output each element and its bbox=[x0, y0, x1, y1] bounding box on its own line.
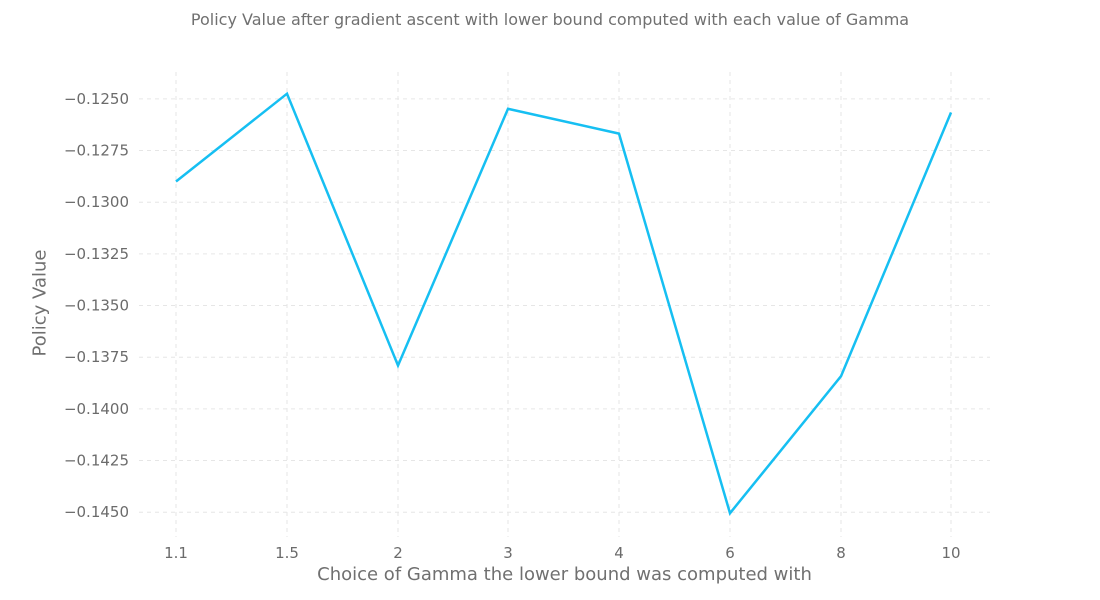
x-tick-label: 1.1 bbox=[164, 544, 188, 562]
x-tick-label: 2 bbox=[393, 544, 403, 562]
series-layer bbox=[175, 91, 953, 516]
y-tick-label: −0.1450 bbox=[64, 503, 129, 521]
x-tick-label: 3 bbox=[503, 544, 513, 562]
x-axis-label: Choice of Gamma the lower bound was comp… bbox=[317, 564, 812, 585]
y-axis-ticks: −0.1250 −0.1275 −0.1300 −0.1325 −0.1350 −0.13… bbox=[64, 90, 129, 521]
x-axis-ticks: 1.1 1.5 2 3 4 6 8 10 bbox=[164, 544, 960, 562]
x-tick-label: 6 bbox=[725, 544, 735, 562]
y-tick-label: −0.1425 bbox=[64, 452, 129, 470]
x-tick-label: 4 bbox=[614, 544, 624, 562]
y-tick-label: −0.1350 bbox=[64, 297, 129, 315]
y-tick-label: −0.1325 bbox=[64, 245, 129, 263]
series-line bbox=[175, 91, 953, 516]
y-axis-label: Policy Value bbox=[29, 249, 51, 357]
x-tick-label: 8 bbox=[836, 544, 846, 562]
chart-title: Policy Value after gradient ascent with … bbox=[190, 10, 910, 29]
x-tick-label: 10 bbox=[941, 544, 960, 562]
x-tick-label: 1.5 bbox=[275, 544, 299, 562]
y-tick-label: −0.1375 bbox=[64, 348, 129, 366]
y-tick-label: −0.1300 bbox=[64, 193, 129, 211]
y-tick-label: −0.1275 bbox=[64, 142, 129, 160]
grid-lines bbox=[139, 72, 990, 537]
y-tick-label: −0.1250 bbox=[64, 90, 129, 108]
y-tick-label: −0.1400 bbox=[64, 400, 129, 418]
